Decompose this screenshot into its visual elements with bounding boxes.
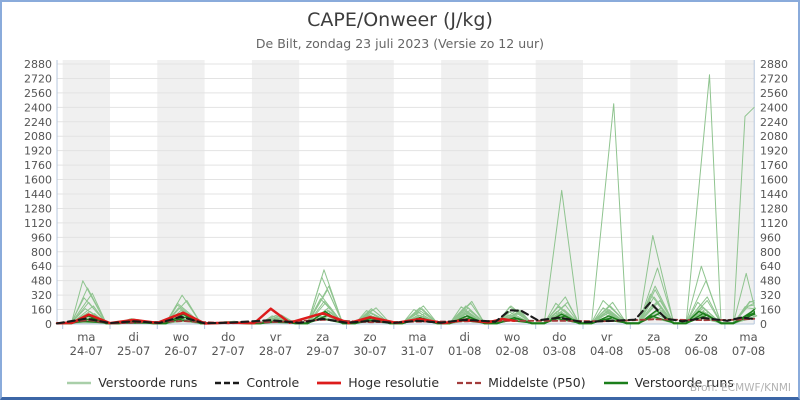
y-axis-label-right: 1280 (760, 202, 788, 215)
y-axis-label-left: 1920 (24, 145, 52, 158)
x-axis-label-dow: do (221, 330, 235, 344)
y-axis-label-right: 0 (760, 318, 767, 331)
y-axis-label-right: 1120 (760, 217, 788, 230)
x-axis-label-dow: wo (173, 330, 189, 344)
x-axis-label-date: 04-08 (590, 344, 623, 358)
y-axis-label-right: 1760 (760, 159, 788, 172)
y-axis-label-left: 2080 (24, 130, 52, 143)
x-axis-label-dow: do (552, 330, 566, 344)
legend-label: Verstoorde runs (98, 375, 198, 390)
legend-swatch-line (457, 381, 482, 384)
legend-item: Controle (214, 375, 299, 390)
y-axis-label-left: 1600 (24, 174, 52, 187)
y-axis-label-left: 320 (31, 289, 52, 302)
y-axis-label-left: 1760 (24, 159, 52, 172)
x-axis-label-date: 31-07 (401, 344, 434, 358)
legend-item: Verstoorde runs (603, 375, 734, 390)
x-axis-label-date: 07-08 (732, 344, 765, 358)
y-axis-label-right: 2560 (760, 87, 788, 100)
legend-item: Verstoorde runs (66, 375, 197, 390)
x-axis-label-date: 24-07 (70, 344, 103, 358)
legend-label: Hoge resolutie (348, 375, 440, 390)
control-line (55, 301, 756, 325)
legend-swatch-line (67, 381, 92, 384)
y-axis-label-right: 800 (760, 246, 781, 259)
legend-swatch-line (603, 381, 628, 384)
y-axis-label-left: 1120 (24, 217, 52, 230)
y-axis-label-right: 2880 (760, 58, 788, 71)
x-axis-label-date: 06-08 (685, 344, 718, 358)
y-axis-label-right: 2400 (760, 101, 788, 114)
y-axis-label-right: 640 (760, 260, 781, 273)
day-band (346, 60, 394, 324)
y-axis-label-left: 160 (31, 304, 52, 317)
y-axis-label-right: 2240 (760, 116, 788, 129)
x-axis-label-date: 01-08 (448, 344, 481, 358)
day-band (535, 60, 583, 324)
y-axis-label-left: 2720 (24, 72, 52, 85)
y-axis-label-right: 480 (760, 275, 781, 288)
legend-swatch-line (215, 381, 240, 384)
day-band (630, 60, 678, 324)
x-axis-label-dow: za (316, 330, 329, 344)
x-axis-label-date: 02-08 (495, 344, 528, 358)
legend-swatch-line (317, 381, 342, 384)
y-axis-label-left: 2560 (24, 87, 52, 100)
day-band (251, 60, 300, 324)
legend-label: Verstoorde runs (634, 375, 734, 390)
x-axis-label-dow: vr (270, 330, 282, 344)
day-band (441, 60, 489, 324)
y-axis-label-right: 160 (760, 304, 781, 317)
y-axis-label-left: 640 (31, 260, 52, 273)
x-axis-label-date: 30-07 (353, 344, 386, 358)
legend-label: Middelste (P50) (488, 375, 586, 390)
y-axis-label-left: 1440 (24, 188, 52, 201)
y-axis-label-right: 320 (760, 289, 781, 302)
chart-legend: Verstoorde runs Controle Hoge resolutie Mid… (2, 375, 798, 390)
ensemble-member-line (56, 189, 755, 325)
y-axis-label-left: 2880 (24, 58, 52, 71)
x-axis-label-date: 28-07 (259, 344, 292, 358)
x-axis-label-dow: zo (695, 330, 708, 344)
legend-label: Controle (246, 375, 300, 390)
x-axis-label-date: 03-08 (543, 344, 576, 358)
x-axis-label-dow: di (460, 330, 471, 344)
x-axis-label-date: 25-07 (117, 344, 150, 358)
y-axis-label-right: 960 (760, 231, 781, 244)
y-axis-label-right: 1440 (760, 188, 788, 201)
x-axis-label-dow: vr (601, 330, 613, 344)
x-axis-label-dow: di (128, 330, 139, 344)
y-axis-label-right: 2720 (760, 72, 788, 85)
x-axis-label-dow: ma (77, 330, 95, 344)
x-axis-label-date: 05-08 (637, 344, 670, 358)
x-axis-label-dow: zo (364, 330, 377, 344)
chart-subtitle: De Bilt, zondag 23 juli 2023 (Versie zo … (255, 36, 545, 51)
chart-title: CAPE/Onweer (J/kg) (307, 9, 493, 31)
y-axis-label-left: 960 (31, 231, 52, 244)
day-band (62, 60, 110, 324)
x-axis-label-date: 26-07 (164, 344, 197, 358)
y-axis-label-right: 1600 (760, 174, 788, 187)
y-axis-label-left: 0 (45, 318, 52, 331)
legend-item: Middelste (P50) (456, 375, 586, 390)
legend-item: Hoge resolutie (316, 375, 439, 390)
y-axis-label-left: 2240 (24, 116, 52, 129)
x-axis-label-dow: za (647, 330, 660, 344)
y-axis-label-left: 2400 (24, 101, 52, 114)
x-axis-label-dow: ma (739, 330, 757, 344)
x-axis-label-dow: ma (408, 330, 426, 344)
y-axis-label-right: 2080 (760, 130, 788, 143)
y-axis-label-left: 800 (31, 246, 52, 259)
x-axis-label-date: 29-07 (306, 344, 339, 358)
source-note: Bron: ECMWF/KNMI (689, 382, 791, 394)
x-axis-label-dow: wo (504, 330, 520, 344)
x-axis-label-date: 27-07 (212, 344, 245, 358)
y-axis-label-left: 480 (31, 275, 52, 288)
day-band (157, 60, 205, 324)
day-band (724, 60, 755, 324)
y-axis-label-left: 1280 (24, 202, 52, 215)
y-axis-label-right: 1920 (760, 145, 788, 158)
